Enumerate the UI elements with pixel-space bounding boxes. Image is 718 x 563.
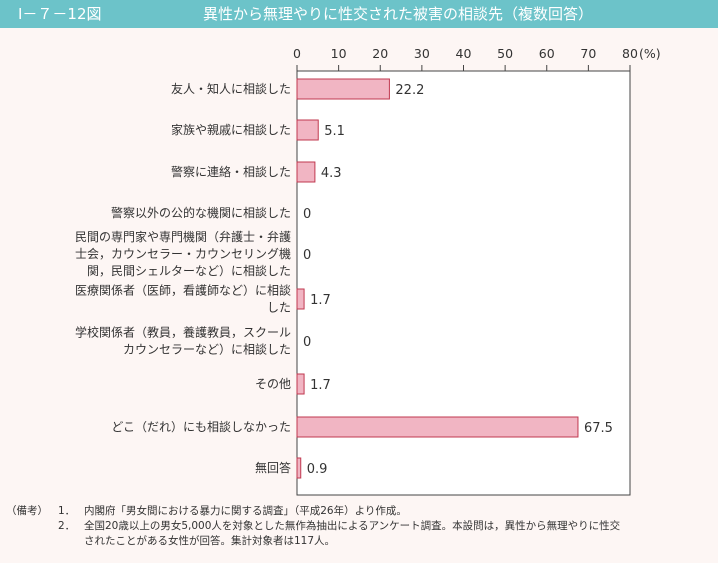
category-label-line: 学校関係者（教員，養護教員，スクール: [75, 325, 291, 340]
category-label-line: 警察以外の公的な機関に相談した: [111, 205, 291, 220]
x-tick-label: 70: [580, 46, 596, 61]
x-tick-label: 0: [293, 46, 301, 61]
category-label: 家族や親戚に相談した: [171, 122, 291, 137]
note-text: 内閣府「男女間における暴力に関する調査」（平成26年）より作成。: [84, 505, 407, 517]
category-label: 警察以外の公的な機関に相談した: [111, 205, 291, 220]
bars: [296, 78, 579, 479]
category-label: 警察に連絡・相談した: [171, 164, 291, 179]
value-label: 0: [303, 335, 311, 350]
bar: [296, 373, 305, 395]
value-label: 1.7: [310, 293, 331, 308]
category-label-line: 無回答: [255, 460, 291, 475]
figure-number: Ⅰ－７－12図: [18, 5, 102, 23]
value-label: 5.1: [324, 124, 345, 139]
bar: [296, 78, 390, 100]
value-label: 0: [303, 248, 311, 263]
category-label: 学校関係者（教員，養護教員，スクールカウンセラーなど）に相談した: [75, 325, 291, 357]
note-text: 全国20歳以上の男女5,000人を対象とした無作為抽出によるアンケート調査。本設…: [84, 520, 621, 532]
category-label: 友人・知人に相談した: [171, 81, 291, 96]
unit-label: (%): [639, 46, 661, 61]
category-label-line: その他: [255, 377, 291, 391]
x-tick-label: 40: [456, 46, 472, 61]
category-label-line: 家族や親戚に相談した: [171, 122, 291, 137]
x-tick-label: 80: [622, 46, 638, 61]
notes-label: （備考）: [6, 505, 48, 517]
x-tick-label: 30: [414, 46, 430, 61]
note-text: されたことがある女性が回答。集計対象者は117人。: [84, 535, 336, 547]
note-number: 1．: [58, 505, 76, 517]
value-label: 1.7: [310, 378, 331, 393]
bar: [296, 457, 302, 479]
bar: [296, 119, 319, 141]
x-tick-label: 10: [331, 46, 347, 61]
category-label-line: 士会，カウンセラー・カウンセリング機: [75, 246, 291, 261]
x-tick-label: 60: [539, 46, 555, 61]
value-label: 0: [303, 207, 311, 222]
category-label-line: 民間の専門家や専門機関（弁護士・弁護: [75, 229, 291, 244]
category-label: どこ（だれ）にも相談しなかった: [111, 419, 291, 434]
bar: [296, 288, 305, 310]
category-label: 無回答: [255, 460, 291, 475]
chart-title: 異性から無理やりに性交された被害の相談先（複数回答）: [203, 5, 594, 23]
title-bar: Ⅰ－７－12図 異性から無理やりに性交された被害の相談先（複数回答）: [0, 0, 718, 28]
x-tick-label: 50: [497, 46, 513, 61]
value-label: 4.3: [321, 166, 342, 181]
category-label: 民間の専門家や専門機関（弁護士・弁護士会，カウンセラー・カウンセリング機関，民間…: [75, 229, 291, 278]
category-label-line: 友人・知人に相談した: [171, 81, 291, 96]
category-label-line: 警察に連絡・相談した: [171, 164, 291, 179]
bar: [296, 161, 316, 183]
value-label: 0.9: [307, 462, 328, 477]
category-label-line: 医療関係者（医師，看護師など）に相談: [75, 283, 291, 298]
value-labels: 22.2 5.1 4.3 0 0 1.7 0 1.7 67.5 0.9: [303, 83, 613, 477]
category-labels: 友人・知人に相談した家族や親戚に相談した警察に連絡・相談した警察以外の公的な機関…: [75, 81, 291, 475]
note-number: 2．: [58, 520, 76, 532]
category-label-line: 関，民間シェルターなど）に相談した: [87, 263, 291, 278]
bar-chart: 0 10 20 30 40 50 60 70 80 (%) 友人・知人に相談した家族や親戚に相談…: [75, 46, 661, 496]
x-axis-ticks: 0 10 20 30 40 50 60 70 80: [293, 46, 638, 71]
x-tick-label: 20: [372, 46, 388, 61]
category-label-line: した: [267, 301, 291, 315]
category-label-line: どこ（だれ）にも相談しなかった: [111, 419, 291, 434]
value-label: 22.2: [395, 83, 424, 98]
value-label: 67.5: [584, 421, 613, 436]
category-label: その他: [255, 377, 291, 391]
category-label-line: カウンセラーなど）に相談した: [123, 342, 291, 357]
bar: [296, 416, 579, 438]
category-label: 医療関係者（医師，看護師など）に相談した: [75, 283, 291, 315]
